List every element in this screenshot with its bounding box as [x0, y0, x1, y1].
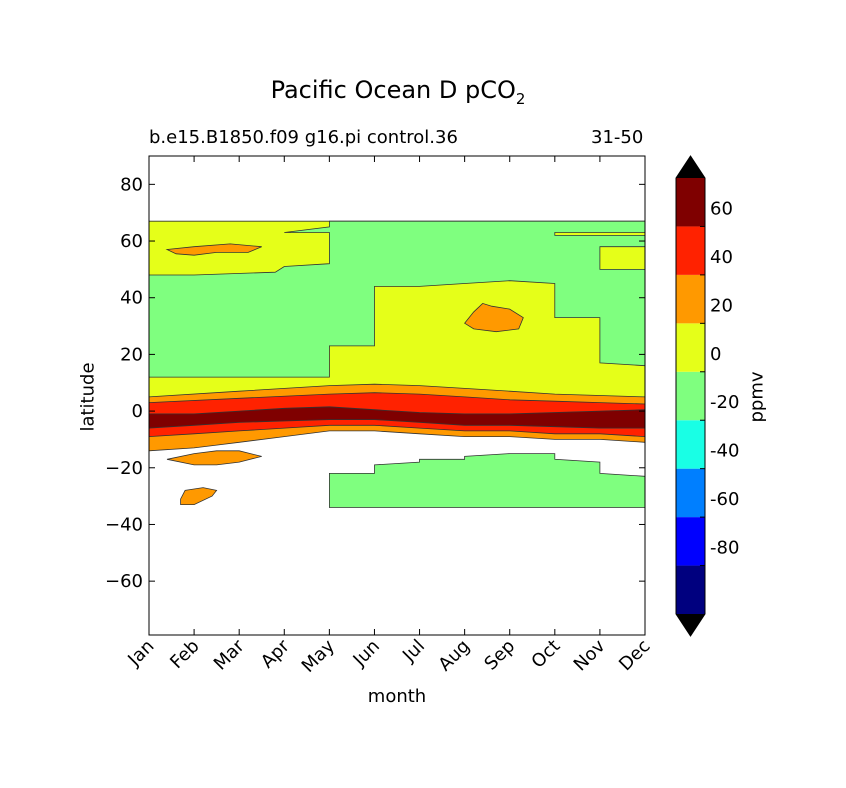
x-tick-label: Feb: [166, 636, 203, 673]
colorbar-tick-label: -80: [710, 538, 739, 559]
colorbar-tick-label: -20: [710, 392, 739, 413]
y-axis-label: latitude: [77, 362, 99, 432]
chart-subtitle-right: 31-50: [591, 127, 644, 148]
x-tick-label: Jun: [349, 636, 384, 671]
region-south-orange-patch-2: [180, 487, 218, 506]
x-tick-label: Jul: [398, 636, 429, 667]
colorbar-tick-label: -60: [710, 489, 739, 510]
colorbar-tick-label: -40: [710, 441, 739, 462]
x-tick-label: Nov: [570, 635, 610, 675]
x-tick-label: Dec: [615, 636, 654, 675]
chart-title: Pacific Ocean D pCO2: [270, 76, 526, 108]
region-band-above-60: [149, 406, 645, 429]
colorbar-tick-label: 60: [710, 198, 733, 219]
y-tick-label: 40: [120, 288, 143, 309]
region-south-orange-patch-1: [166, 450, 262, 466]
colorbar-segment: [676, 226, 705, 275]
region-central-orange-patch: [464, 302, 524, 333]
x-tick-label: Jan: [123, 636, 158, 671]
x-tick-label: Mar: [210, 635, 249, 674]
colorbar-extend-top: [676, 156, 705, 178]
x-tick-label: Aug: [434, 636, 474, 676]
x-tick-label: May: [298, 635, 339, 676]
region-north-green: [149, 220, 645, 378]
y-tick-label: 0: [132, 401, 143, 422]
colorbar-segment: [676, 178, 705, 227]
y-tick-label: −60: [105, 571, 143, 592]
y-axis: 80 60 40 20 0 −20 −40 −60: [105, 174, 645, 592]
colorbar-tick-label: 40: [710, 247, 733, 268]
y-tick-label: 20: [120, 344, 143, 365]
colorbar-segment: [676, 565, 705, 614]
x-axis-label: month: [367, 686, 427, 707]
y-tick-label: −20: [105, 458, 143, 479]
colorbar-tick-label: 0: [710, 344, 721, 365]
x-tick-label: Sep: [480, 636, 519, 675]
colorbar-segment: [676, 468, 705, 518]
colorbar-outline: [675, 155, 706, 637]
colorbar-segment: [676, 420, 705, 469]
colorbar-extend-bottom: [676, 614, 705, 636]
chart-subtitle-left: b.e15.B1850.f09 g16.pi control.36: [149, 127, 458, 148]
y-tick-label: −40: [105, 514, 143, 535]
x-tick-label: Oct: [527, 636, 564, 673]
colorbar-segment: [676, 517, 705, 566]
colorbar-segment: [676, 274, 705, 324]
colorbar-segment: [676, 371, 705, 421]
colorbar-label: ppmv: [746, 371, 768, 423]
colorbar-segment: [676, 323, 705, 372]
colorbar: 60 40 20 0 -20 -40 -60 -80: [675, 155, 739, 637]
colorbar-tick-label: 20: [710, 295, 733, 316]
x-tick-label: Apr: [257, 635, 294, 672]
plot-frame: [148, 155, 646, 636]
region-north-orange-patch: [165, 243, 262, 256]
region-south-green: [328, 453, 645, 508]
y-tick-label: 60: [120, 231, 143, 252]
y-tick-label: 80: [120, 174, 143, 195]
contour-regions: [149, 220, 645, 508]
